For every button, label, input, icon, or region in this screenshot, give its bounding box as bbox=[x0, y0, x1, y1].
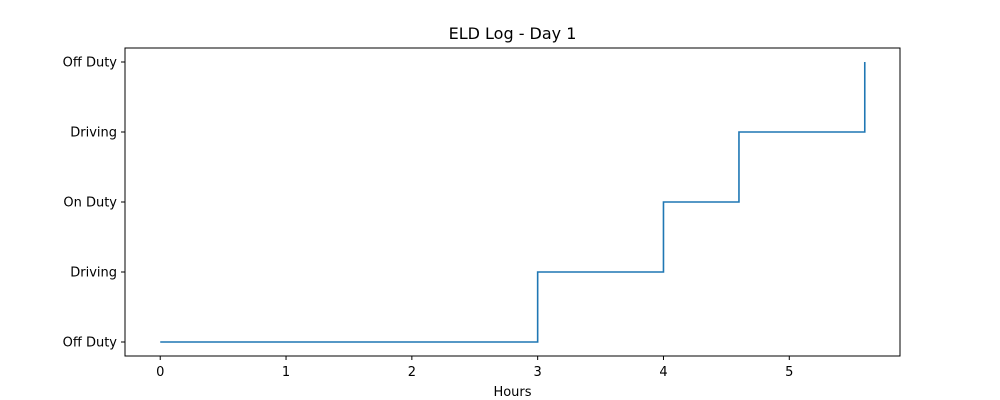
x-tick-label-0: 0 bbox=[156, 365, 164, 380]
y-tick-label-2: On Duty bbox=[63, 196, 117, 211]
x-tick-label-5: 5 bbox=[785, 365, 793, 380]
x-tick-label-2: 2 bbox=[408, 365, 416, 380]
x-tick-label-1: 1 bbox=[282, 365, 290, 380]
axes-frame bbox=[124, 47, 901, 357]
y-tick-label-4: Off Duty bbox=[63, 56, 118, 71]
plot-area: 0 1 2 3 4 5 Off Duty Driving On Duty Driving Off D… bbox=[63, 47, 901, 380]
y-tick-label-1: Driving bbox=[70, 266, 117, 281]
y-tick-label-0: Off Duty bbox=[63, 336, 118, 351]
x-axis-label: Hours bbox=[493, 385, 531, 400]
x-tick-label-3: 3 bbox=[534, 365, 542, 380]
series-line-0 bbox=[160, 62, 866, 343]
x-tick-label-4: 4 bbox=[659, 365, 667, 380]
chart-title: ELD Log - Day 1 bbox=[449, 24, 577, 43]
y-tick-label-3: Driving bbox=[70, 126, 117, 141]
